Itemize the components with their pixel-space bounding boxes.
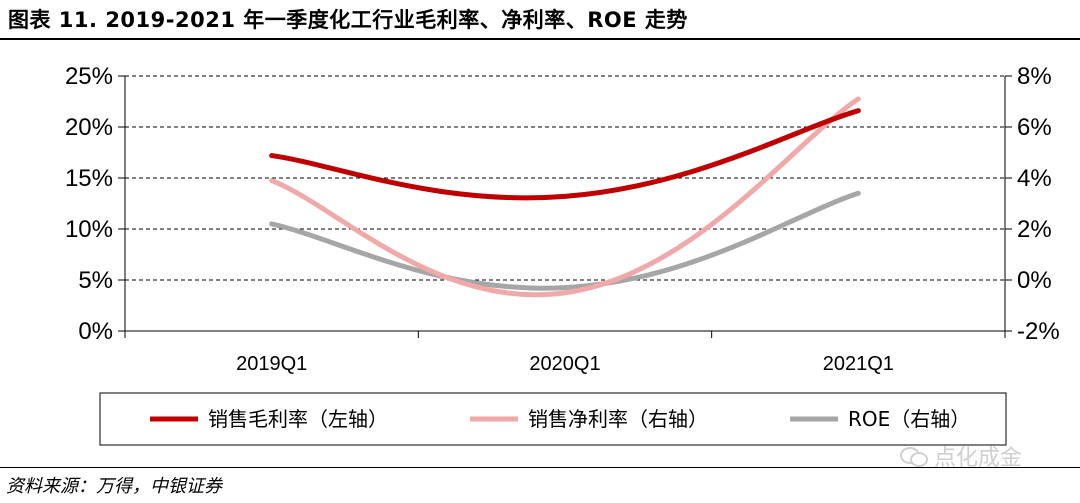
watermark-text: 点化成金 (934, 446, 1023, 471)
left-axis-tick-label: 25% (65, 63, 113, 90)
x-axis-tick-label: 2019Q1 (236, 353, 307, 375)
left-axis-tick-label: 0% (78, 318, 113, 345)
left-axis-tick-label: 20% (65, 114, 113, 141)
source-note: 资料来源：万得，中银证券 (6, 476, 222, 497)
left-axis-tick-label: 10% (65, 216, 113, 243)
right-axis-tick-label: -2% (1017, 318, 1060, 345)
x-axis-tick-label: 2021Q1 (823, 353, 894, 375)
right-axis-tick-label: 8% (1017, 63, 1052, 90)
legend-box (99, 392, 1007, 446)
watermark: 点化成金 (900, 440, 1022, 472)
series-line-2 (269, 96, 861, 298)
legend-label: 销售毛利率（左轴） (208, 407, 388, 431)
right-axis-tick-label: 2% (1017, 216, 1052, 243)
series-line-3 (269, 190, 861, 291)
chart-title: 图表 11. 2019-2021 年一季度化工行业毛利率、净利率、ROE 走势 (8, 8, 688, 32)
legend-label: 销售净利率（右轴） (528, 407, 708, 431)
right-axis-tick-label: 6% (1017, 114, 1052, 141)
title-rule (0, 38, 1080, 40)
left-axis-tick-label: 5% (78, 267, 113, 294)
legend-label: ROE（右轴） (848, 407, 970, 431)
right-axis-tick-label: 0% (1017, 267, 1052, 294)
series-line-1 (269, 108, 861, 201)
footer-rule (0, 467, 1080, 468)
wechat-icon (900, 445, 928, 467)
x-axis-tick-label: 2020Q1 (529, 353, 600, 375)
left-axis-tick-label: 15% (65, 165, 113, 192)
right-axis-tick-label: 4% (1017, 165, 1052, 192)
